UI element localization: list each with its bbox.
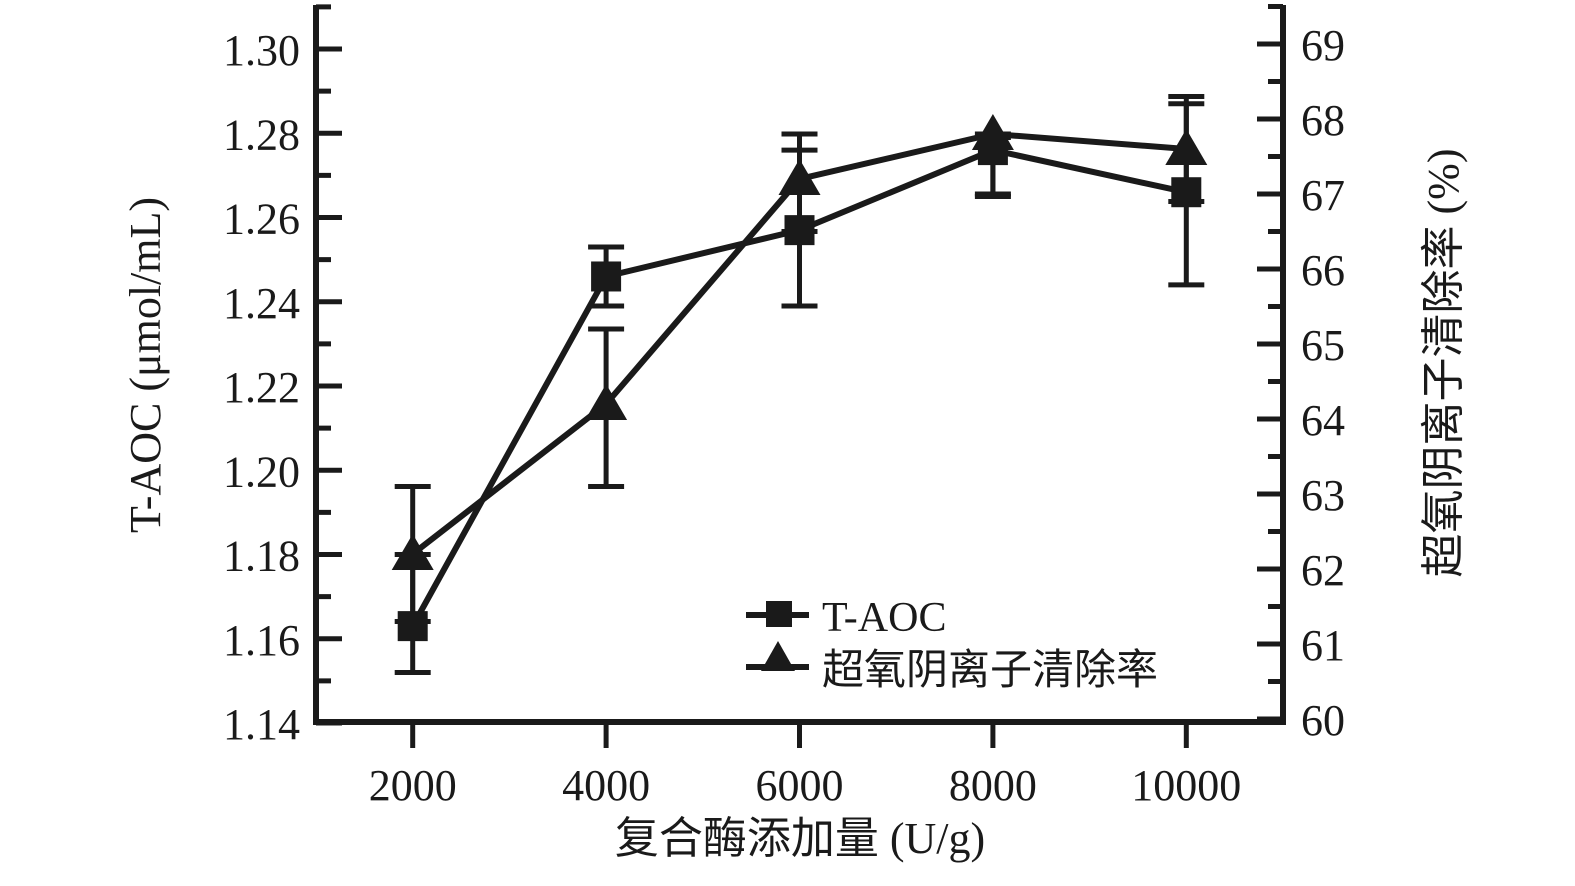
left-tick-label: 1.24	[223, 279, 300, 328]
right-tick-label: 62	[1301, 546, 1345, 595]
left-axis-tick-labels: 1.14 1.16 1.18 1.20 1.22 1.24 1.26 1.28 1.30	[223, 26, 300, 749]
legend-label-superoxide: 超氧阴离子清除率	[822, 647, 1158, 694]
right-tick-label: 68	[1301, 96, 1345, 145]
bottom-axis-title: 复合酶添加量 (U/g)	[615, 814, 985, 863]
bottom-tick-label: 8000	[949, 761, 1037, 810]
bottom-axis-ticks	[410, 722, 1189, 748]
square-marker-icon	[766, 601, 792, 627]
right-tick-label: 67	[1301, 171, 1345, 220]
left-tick-label: 1.26	[223, 195, 300, 244]
triangle-marker-icon	[971, 114, 1014, 150]
right-tick-label: 69	[1301, 21, 1345, 70]
bottom-tick-label: 2000	[369, 761, 457, 810]
left-tick-label: 1.18	[223, 532, 300, 581]
series-markers	[391, 114, 1208, 642]
square-marker-icon	[397, 611, 428, 642]
triangle-marker-icon	[391, 534, 434, 570]
chart-legend: T-AOC 超氧阴离子清除率	[746, 595, 1158, 694]
triangle-marker-icon	[778, 159, 821, 195]
right-tick-label: 63	[1301, 471, 1345, 520]
right-tick-label: 66	[1301, 246, 1345, 295]
bottom-tick-label: 4000	[562, 761, 650, 810]
left-tick-label: 1.28	[223, 110, 300, 159]
right-axis-tick-labels: 60 61 62 63 64 65 66 67 68 69	[1301, 21, 1345, 745]
square-marker-icon	[1171, 177, 1202, 208]
left-tick-label: 1.20	[223, 447, 300, 496]
triangle-marker-icon	[1165, 129, 1208, 165]
legend-entry-t-aoc: T-AOC	[746, 595, 946, 641]
left-axis-title: T-AOC (μmol/mL)	[121, 197, 170, 533]
left-tick-label: 1.30	[223, 26, 300, 75]
bottom-tick-label: 10000	[1131, 761, 1241, 810]
right-tick-label: 65	[1301, 321, 1345, 370]
triangle-marker-icon	[761, 641, 795, 671]
right-axis-title: 超氧阴离子清除率 (%)	[1419, 149, 1468, 578]
right-axis-ticks	[1257, 4, 1283, 722]
legend-entry-superoxide: 超氧阴离子清除率	[746, 641, 1158, 694]
left-axis-ticks	[316, 4, 342, 726]
triangle-marker-icon	[585, 384, 628, 420]
left-tick-label: 1.16	[223, 616, 300, 665]
right-tick-label: 64	[1301, 396, 1345, 445]
bottom-axis-tick-labels: 2000 4000 6000 8000 10000	[369, 761, 1242, 810]
right-tick-label: 60	[1301, 696, 1345, 745]
right-tick-label: 61	[1301, 621, 1345, 670]
square-marker-icon	[591, 261, 622, 292]
legend-label-t-aoc: T-AOC	[822, 595, 946, 641]
square-marker-icon	[784, 215, 815, 246]
bottom-tick-label: 6000	[756, 761, 844, 810]
left-tick-label: 1.22	[223, 363, 300, 412]
left-tick-label: 1.14	[223, 700, 300, 749]
